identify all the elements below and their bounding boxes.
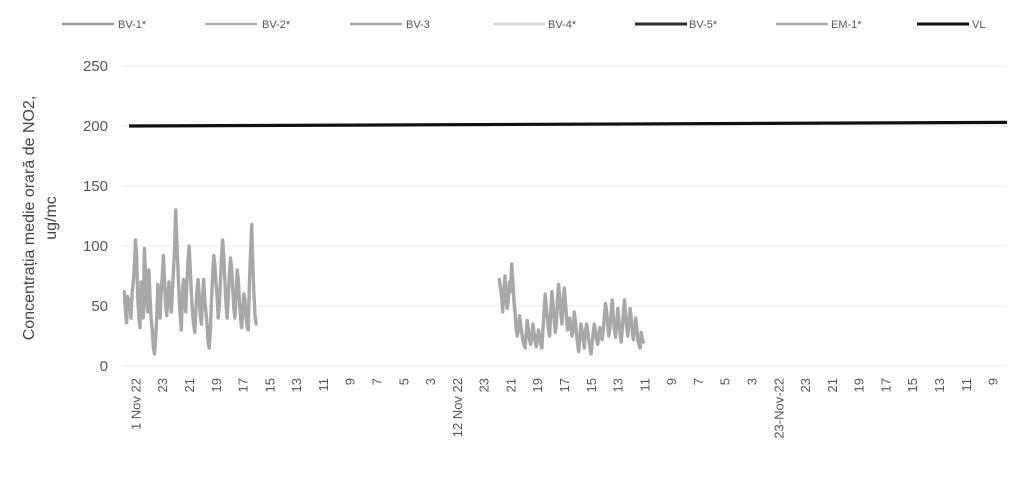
x-tick-label: 3	[745, 378, 760, 385]
y-tick-label: 0	[100, 358, 108, 375]
y-axis-label-line: ug/mc	[43, 196, 60, 240]
x-tick-label: 19	[852, 378, 867, 392]
x-tick-label: 9	[343, 378, 358, 385]
x-tick-label: 11	[316, 378, 331, 392]
legend-label: BV-2*	[262, 19, 291, 31]
x-tick-label: 21	[503, 378, 518, 392]
x-tick-label: 1 Nov 22	[128, 378, 143, 430]
x-tick-label: 7	[369, 378, 384, 385]
legend-label: EM-1*	[831, 19, 862, 31]
x-tick-label: 11	[959, 378, 974, 392]
legend-label: BV-1*	[118, 19, 147, 31]
x-tick-label: 5	[396, 378, 411, 385]
x-tick-label: 13	[932, 378, 947, 392]
x-tick-label: 19	[530, 378, 545, 392]
y-axis-ticks: 0 50 100 150 200 250	[83, 58, 108, 375]
y-tick-label: 250	[83, 58, 108, 75]
x-tick-label: 21	[825, 378, 840, 392]
x-tick-label: 7	[691, 378, 706, 385]
x-tick-label: 23	[477, 378, 492, 392]
x-tick-label: 13	[289, 378, 304, 392]
x-tick-label: 17	[236, 378, 251, 392]
series-lines	[122, 120, 1008, 356]
x-tick-label: 13	[611, 378, 626, 392]
legend-label: BV-3	[406, 19, 430, 31]
legend-label: BV-4*	[548, 19, 577, 31]
legend: BV-1* BV-2* BV-3 BV-4* BV-5* EM-1* VL	[62, 19, 985, 31]
x-tick-label: 3	[423, 378, 438, 385]
x-tick-label: 9	[986, 378, 1001, 385]
x-tick-label: 23-Nov-22	[771, 378, 786, 439]
x-tick-label: 15	[584, 378, 599, 392]
x-tick-label: 17	[878, 378, 893, 392]
y-tick-label: 150	[83, 178, 108, 195]
series-line-vl	[128, 120, 1008, 128]
legend-label: BV-5*	[689, 19, 718, 31]
y-tick-label: 100	[83, 238, 108, 255]
legend-label: VL	[972, 19, 985, 31]
x-tick-label: 11	[637, 378, 652, 392]
y-axis-label: Concentrația medie orară de NO2, ug/mc	[21, 96, 60, 341]
x-tick-label: 23	[798, 378, 813, 392]
x-tick-label: 15	[262, 378, 277, 392]
x-tick-label: 21	[182, 378, 197, 392]
x-tick-label: 17	[557, 378, 572, 392]
series-line-em-1-segment-1	[122, 208, 258, 356]
y-tick-label: 50	[91, 298, 108, 315]
x-tick-label: 23	[155, 378, 170, 392]
x-tick-label: 15	[905, 378, 920, 392]
y-axis-label-line: Concentrația medie orară de NO2,	[21, 96, 38, 341]
x-tick-label: 9	[664, 378, 679, 385]
y-tick-label: 200	[83, 118, 108, 135]
x-tick-label: 12 Nov 22	[450, 378, 465, 437]
x-tick-label: 5	[718, 378, 733, 385]
x-tick-label: 19	[209, 378, 224, 392]
series-line-em-1-segment-2	[497, 262, 646, 356]
x-axis: 1 Nov 22 23 21 19 17 15 13 11 9 7 5 3 12 Nov 22 23 21 1…	[128, 378, 1000, 439]
